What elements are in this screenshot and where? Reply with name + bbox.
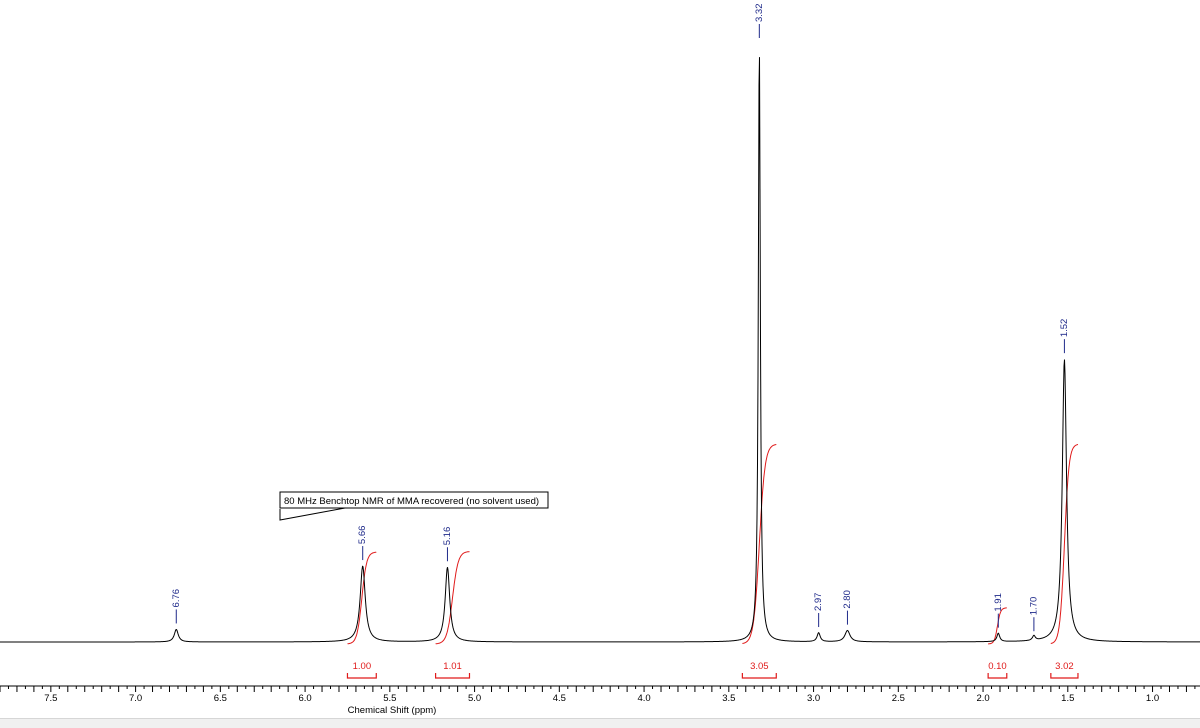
integral-bracket [434, 673, 471, 679]
x-tick-label-1.0: 1.0 [1146, 693, 1159, 704]
spectrum-trace [0, 57, 1200, 643]
status-bar [0, 718, 1200, 728]
x-tick-label-3.0: 3.0 [807, 693, 820, 704]
x-tick-label-6.5: 6.5 [214, 693, 227, 704]
integral-curve-0.10 [988, 607, 1007, 645]
integral-3.05: 3.05 [741, 661, 777, 679]
integral-bracket [741, 673, 777, 679]
annotation-box [279, 491, 549, 509]
integral-curves [347, 444, 1079, 645]
integral-labels: 1.00 1.01 3.05 0.10 3.02 [346, 661, 1079, 679]
integral-3.02: 3.02 [1050, 661, 1079, 679]
x-tick-label-6.0: 6.0 [298, 693, 311, 704]
integral-bracket [987, 673, 1008, 679]
x-tick-label-4.5: 4.5 [553, 693, 566, 704]
integral-curve-3.02 [1050, 444, 1079, 644]
integral-bracket [1050, 673, 1079, 679]
peak-label-text: 1.70 [1028, 597, 1039, 616]
integral-curve-3.05 [742, 444, 777, 644]
peak-label-5.16: 5.16 [442, 527, 453, 562]
x-tick-label-5.0: 5.0 [468, 693, 481, 704]
peak-label-text: 3.32 [754, 4, 765, 23]
peak-label-1.91: 1.91 [993, 593, 1004, 628]
x-axis-label: Chemical Shift (ppm) [348, 705, 437, 716]
peak-label-text: 5.16 [442, 527, 453, 546]
peak-label-5.66: 5.66 [357, 526, 368, 561]
x-axis-ticks: 7.5 7.0 6.5 6.0 5.5 5.0 4.5 4.0 3.5 3.0 2.5 2.0 1.5 1… [0, 686, 1196, 704]
x-axis: 7.5 7.0 6.5 6.0 5.5 5.0 4.5 4.0 3.5 3.0 2.5 2.0 1.5 1… [0, 685, 1200, 716]
annotation-text: 80 MHz Benchtop NMR of MMA recovered (no… [284, 496, 539, 507]
integral-bracket [346, 673, 377, 679]
integral-value: 3.02 [1055, 661, 1074, 672]
x-tick-label-2.5: 2.5 [892, 693, 905, 704]
integral-value: 1.01 [443, 661, 462, 672]
x-tick-label-7.0: 7.0 [129, 693, 142, 704]
integral-value: 0.10 [988, 661, 1007, 672]
peak-labels: 6.76 5.66 5.16 3.32 2.97 2.80 1.91 1.70 1.52 [171, 4, 1070, 632]
integral-1.00: 1.00 [346, 661, 377, 679]
peak-label-text: 1.52 [1059, 319, 1070, 338]
x-tick-label-2.0: 2.0 [976, 693, 989, 704]
x-tick-label-7.5: 7.5 [44, 693, 57, 704]
integral-value: 3.05 [750, 661, 769, 672]
peak-label-3.32: 3.32 [754, 4, 765, 38]
integral-curve-1.01 [435, 551, 470, 645]
peak-label-text: 2.97 [813, 593, 824, 612]
integral-value: 1.00 [353, 661, 372, 672]
integral-0.10: 0.10 [987, 661, 1008, 679]
x-tick-label-5.5: 5.5 [383, 693, 396, 704]
peak-label-2.97: 2.97 [813, 593, 824, 628]
integral-curve-1.00 [347, 551, 377, 645]
x-tick-label-3.5: 3.5 [722, 693, 735, 704]
integral-1.01: 1.01 [434, 661, 471, 679]
peak-label-text: 5.66 [357, 526, 368, 545]
x-tick-label-1.5: 1.5 [1061, 693, 1074, 704]
x-tick-label-4.0: 4.0 [637, 693, 650, 704]
peak-label-text: 2.80 [842, 590, 853, 609]
annotation-pointer [279, 507, 346, 521]
peak-label-text: 6.76 [171, 589, 182, 608]
spectrum-annotation[interactable]: 80 MHz Benchtop NMR of MMA recovered (no… [279, 491, 549, 521]
peak-label-6.76: 6.76 [171, 589, 182, 624]
peak-label-1.70: 1.70 [1028, 597, 1039, 632]
peak-label-2.80: 2.80 [842, 590, 853, 625]
peak-label-text: 1.91 [993, 593, 1004, 612]
peak-label-1.52: 1.52 [1059, 319, 1070, 354]
